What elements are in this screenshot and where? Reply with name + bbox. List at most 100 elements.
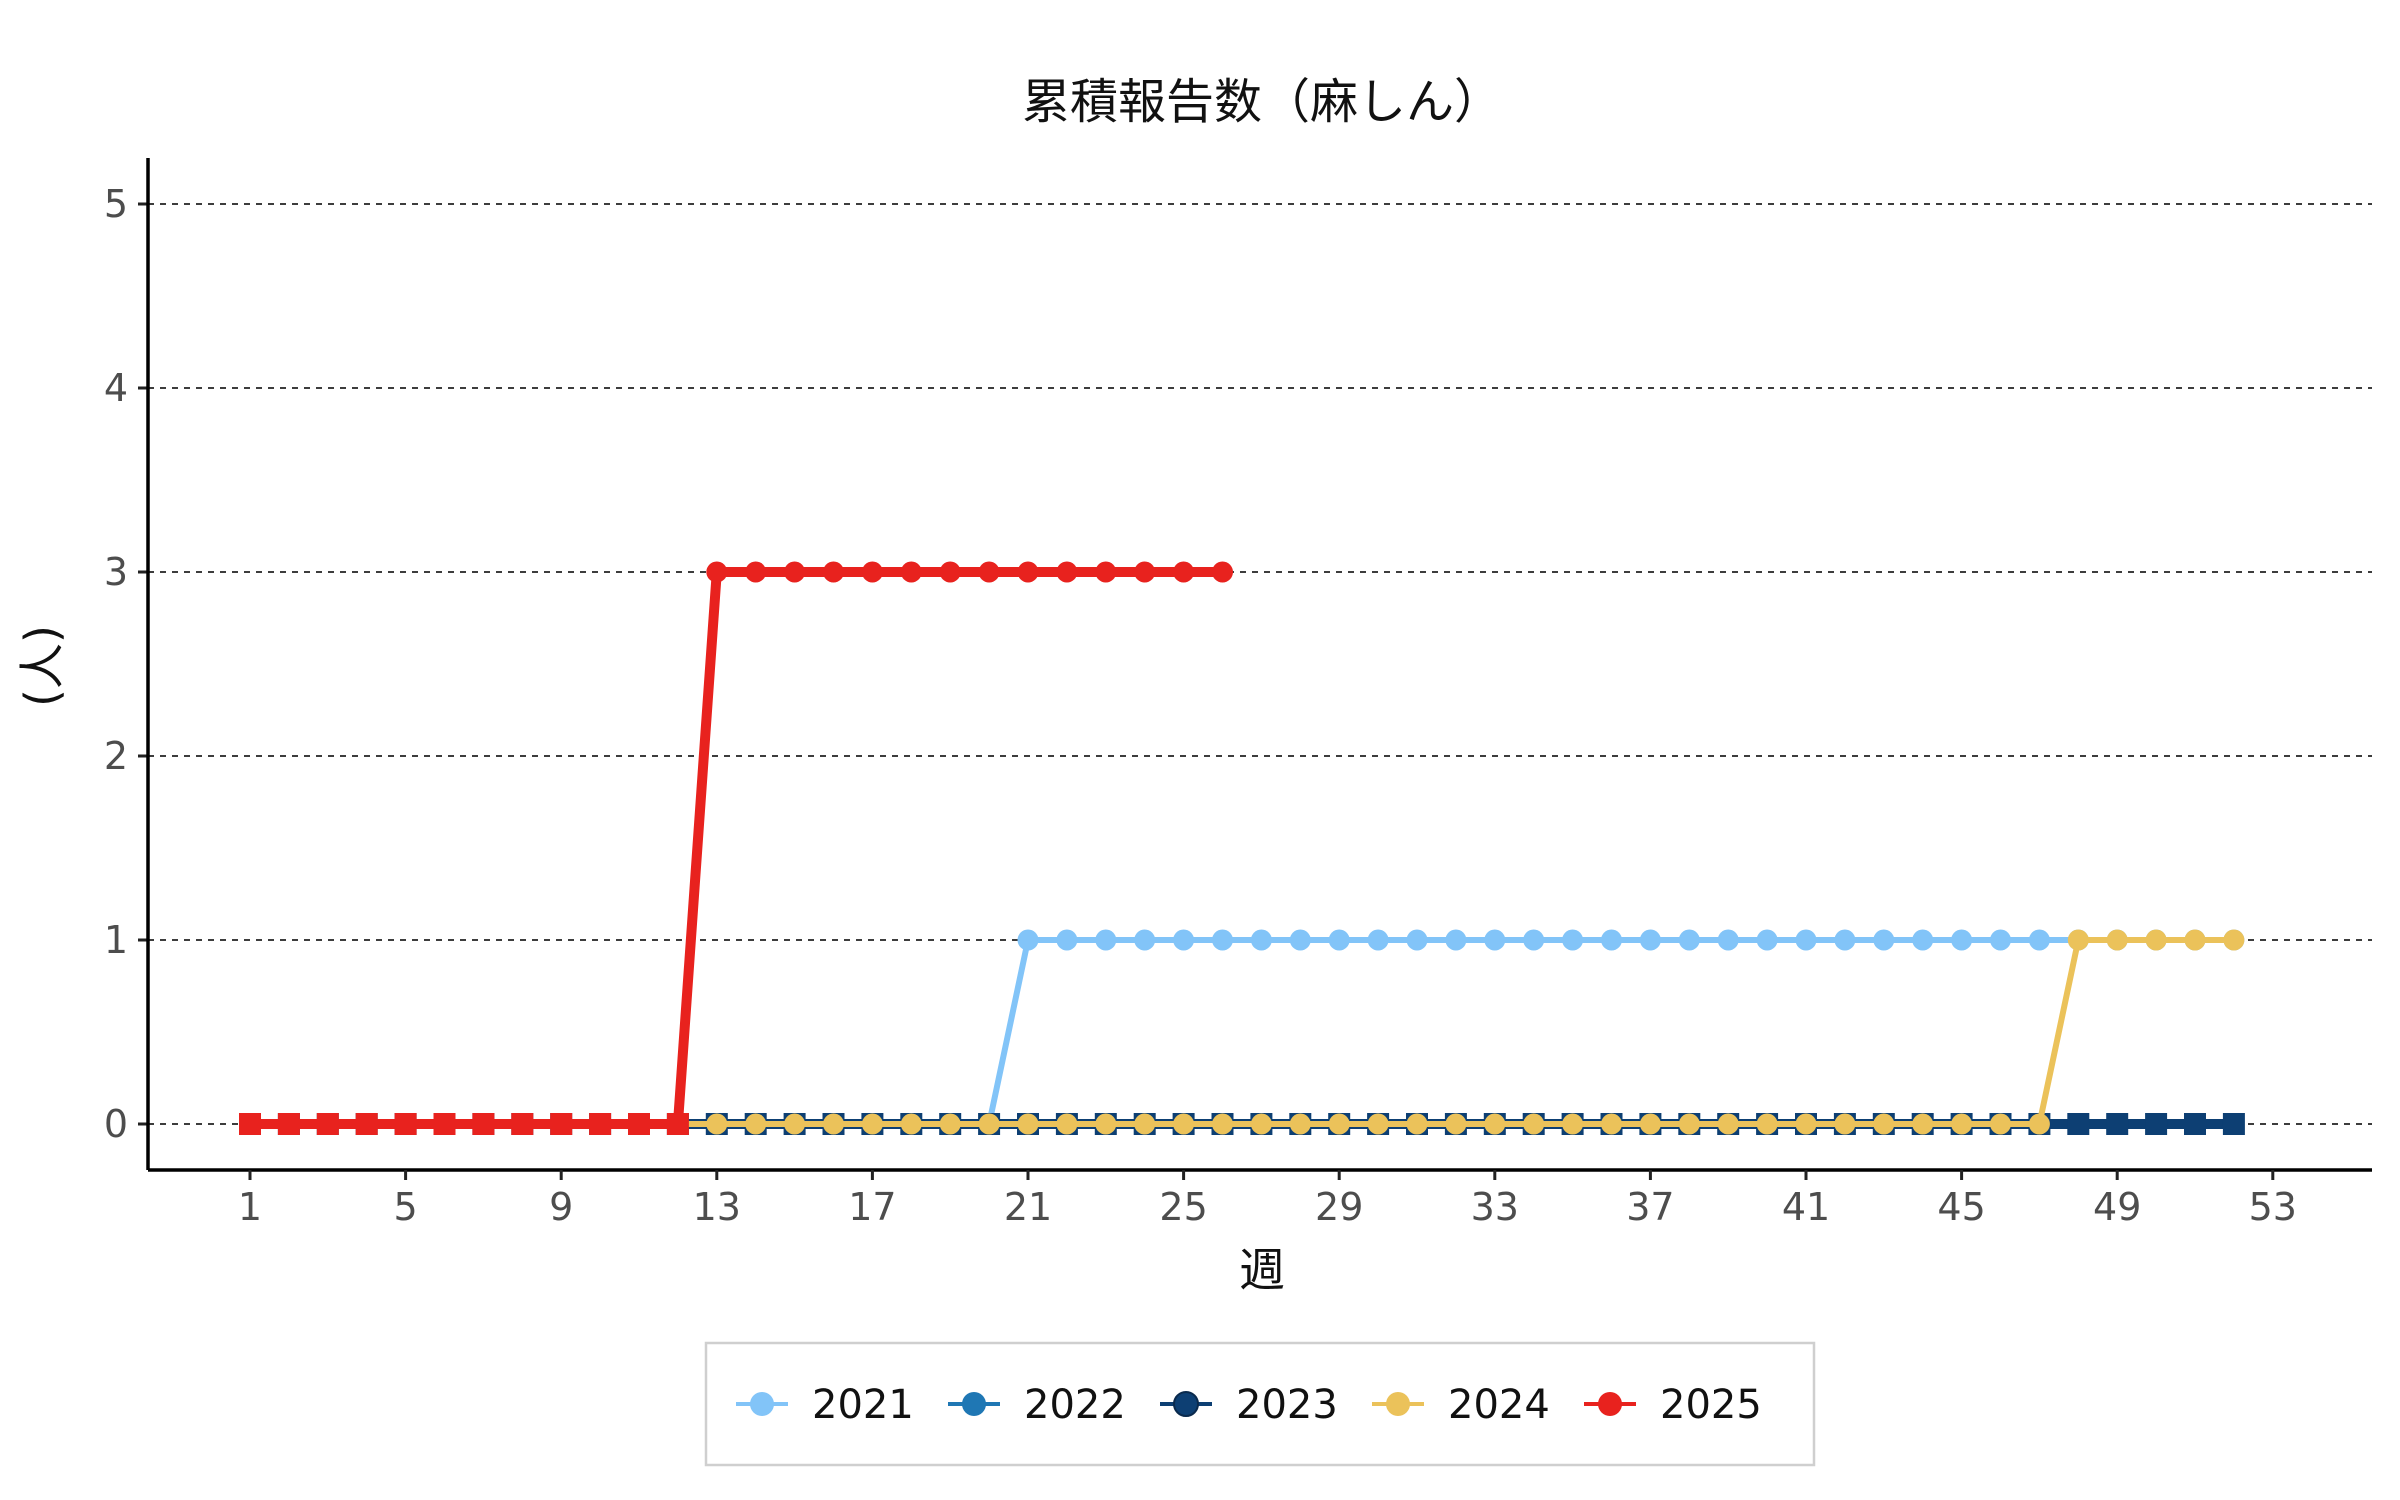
data-point — [1795, 1113, 1817, 1135]
data-point — [550, 1113, 573, 1135]
data-point — [2184, 929, 2206, 951]
data-point — [1367, 1113, 1389, 1135]
data-point — [511, 1113, 534, 1135]
data-point — [1134, 561, 1156, 583]
data-point — [784, 561, 806, 583]
data-point — [589, 1113, 612, 1135]
data-point — [1095, 561, 1117, 583]
data-point — [1017, 561, 1039, 583]
data-point — [1328, 929, 1350, 951]
data-point — [1445, 929, 1467, 951]
data-point — [2067, 1113, 2090, 1135]
data-point — [1406, 1113, 1428, 1135]
x-tick-label: 33 — [1471, 1185, 1519, 1229]
data-point — [1212, 1113, 1233, 1135]
y-tick-label: 0 — [104, 1102, 128, 1146]
data-point — [1717, 1113, 1739, 1135]
x-tick-label: 25 — [1159, 1185, 1207, 1229]
data-point — [433, 1113, 456, 1135]
data-point — [939, 561, 961, 583]
data-point — [2106, 1113, 2129, 1135]
data-point — [472, 1113, 495, 1135]
data-point — [1562, 1113, 1584, 1135]
data-point — [1601, 929, 1622, 951]
y-tick-label: 2 — [104, 734, 128, 778]
data-point — [1406, 929, 1428, 951]
data-point — [2028, 929, 2050, 951]
data-point — [1484, 1113, 1506, 1135]
data-point — [277, 1113, 300, 1135]
data-point — [1017, 1113, 1039, 1135]
x-tick-label: 17 — [848, 1185, 896, 1229]
data-point — [2222, 1113, 2245, 1135]
legend-label: 2023 — [1236, 1382, 1338, 1428]
y-tick-label: 4 — [104, 366, 128, 410]
data-point — [316, 1113, 339, 1135]
data-point — [355, 1113, 378, 1135]
data-point — [1173, 561, 1195, 583]
data-point — [2145, 929, 2167, 951]
data-point — [1056, 1113, 1078, 1135]
legend-swatch-marker — [750, 1392, 774, 1416]
x-tick-label: 13 — [693, 1185, 741, 1229]
data-point — [706, 1113, 728, 1135]
data-point — [784, 1113, 806, 1135]
chart-title: 累積報告数（麻しん） — [1022, 74, 1502, 130]
legend-swatch-marker — [962, 1392, 986, 1416]
data-point — [1017, 929, 1039, 951]
data-point — [939, 1113, 961, 1135]
data-point — [1134, 1113, 1156, 1135]
data-point — [1601, 1113, 1622, 1135]
data-point — [861, 1113, 883, 1135]
data-point — [1095, 1113, 1117, 1135]
y-tick-label: 5 — [104, 182, 128, 226]
data-point — [1328, 1113, 1350, 1135]
x-tick-label: 41 — [1782, 1185, 1830, 1229]
data-point — [1212, 561, 1233, 583]
data-point — [1523, 1113, 1545, 1135]
data-point — [900, 561, 922, 583]
data-point — [1990, 929, 2011, 951]
legend-item: 2024 — [1372, 1382, 1550, 1428]
data-point — [1289, 929, 1311, 951]
data-point — [1367, 929, 1389, 951]
data-point — [706, 561, 728, 583]
data-point — [1639, 929, 1661, 951]
data-point — [1523, 929, 1545, 951]
data-point — [745, 1113, 767, 1135]
data-point — [1873, 929, 1895, 951]
data-point — [2106, 929, 2128, 951]
x-tick-label: 1 — [238, 1185, 262, 1229]
series-line — [250, 937, 2234, 1127]
data-point — [2028, 1113, 2050, 1135]
x-tick-label: 21 — [1004, 1185, 1052, 1229]
legend-label: 2024 — [1448, 1382, 1550, 1428]
data-point — [1756, 929, 1778, 951]
data-point — [1212, 929, 1233, 951]
legend-swatch-marker — [1598, 1392, 1622, 1416]
data-point — [1289, 1113, 1311, 1135]
data-point — [239, 1113, 261, 1135]
legend-label: 2025 — [1660, 1382, 1762, 1428]
data-point — [823, 561, 844, 583]
data-point — [1717, 929, 1739, 951]
data-point — [666, 1113, 689, 1135]
data-point — [861, 561, 883, 583]
data-point — [1250, 929, 1272, 951]
data-point — [1445, 1113, 1467, 1135]
data-point — [1056, 561, 1078, 583]
gridlines — [148, 203, 2372, 1125]
data-point — [628, 1113, 650, 1135]
series-2025 — [239, 561, 1233, 1135]
x-axis-label: 週 — [1239, 1243, 1285, 1297]
series-line — [250, 937, 2234, 1127]
data-point — [1834, 1113, 1856, 1135]
data-point — [1951, 1113, 1973, 1135]
series-line — [250, 567, 1223, 1129]
data-point — [394, 1113, 417, 1135]
data-point — [1951, 929, 1973, 951]
x-tick-label: 5 — [394, 1185, 418, 1229]
data-point — [1173, 929, 1195, 951]
